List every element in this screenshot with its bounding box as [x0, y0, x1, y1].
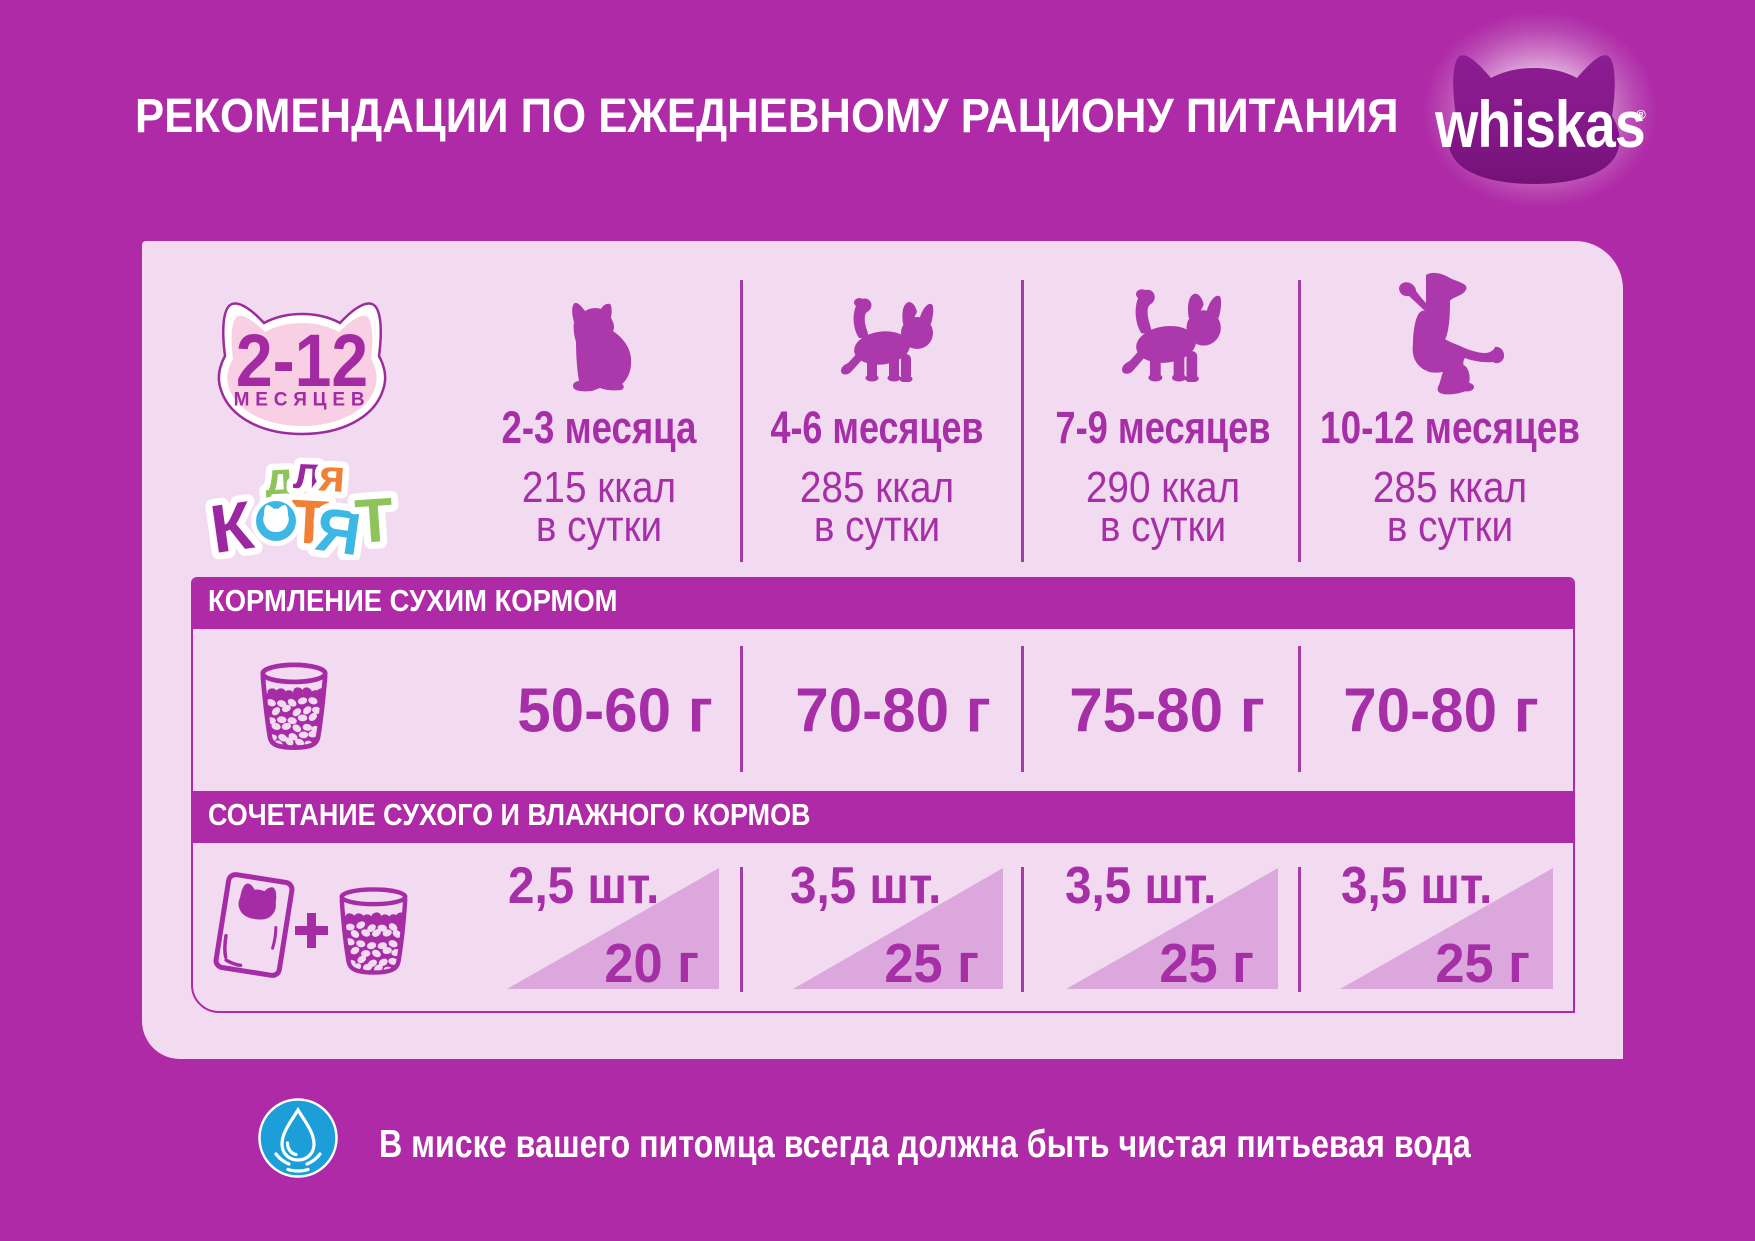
svg-text:МЕСЯЦЕВ: МЕСЯЦЕВ: [234, 390, 371, 411]
svg-text:2-12: 2-12: [236, 319, 368, 402]
svg-text:whiskas: whiskas: [1434, 87, 1645, 161]
svg-text:К: К: [206, 487, 258, 560]
svg-text:®: ®: [1636, 107, 1646, 122]
svg-text:Т: Т: [353, 485, 396, 556]
